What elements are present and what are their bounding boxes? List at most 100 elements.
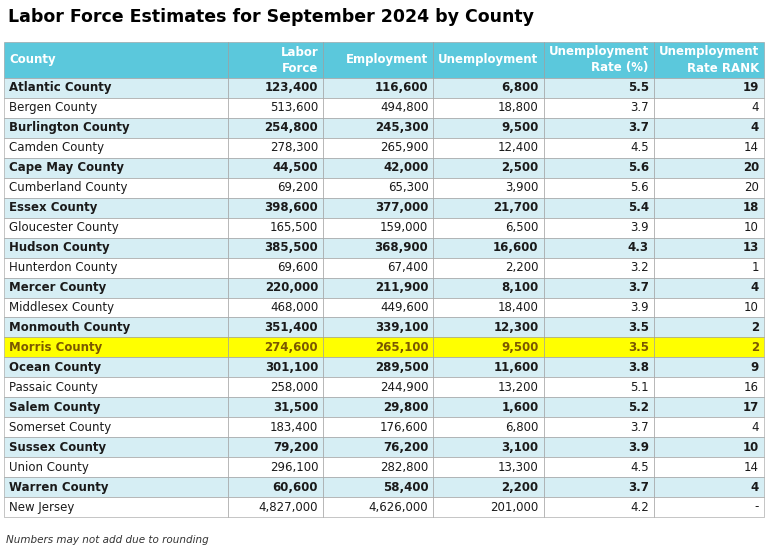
Text: 377,000: 377,000 xyxy=(375,201,429,214)
Bar xyxy=(4,138,228,158)
Bar xyxy=(544,437,654,457)
Text: 3.7: 3.7 xyxy=(628,480,649,494)
Bar xyxy=(323,437,433,457)
Bar xyxy=(4,457,228,477)
Bar xyxy=(323,317,433,338)
Text: 3,900: 3,900 xyxy=(505,181,538,194)
Text: New Jersey: New Jersey xyxy=(9,501,74,513)
Text: 18,800: 18,800 xyxy=(498,102,538,114)
Bar xyxy=(654,238,764,257)
Bar xyxy=(654,397,764,417)
Bar xyxy=(433,158,544,178)
Text: 5.6: 5.6 xyxy=(631,181,649,194)
Bar xyxy=(654,42,764,78)
Bar xyxy=(654,278,764,298)
Text: 2,200: 2,200 xyxy=(502,480,538,494)
Bar xyxy=(544,218,654,238)
Bar xyxy=(228,118,323,138)
Bar xyxy=(323,338,433,357)
Bar xyxy=(433,377,544,397)
Text: Warren County: Warren County xyxy=(9,480,108,494)
Text: 289,500: 289,500 xyxy=(375,361,429,374)
Bar xyxy=(323,138,433,158)
Text: 3.7: 3.7 xyxy=(631,421,649,434)
Bar xyxy=(228,257,323,278)
Text: Numbers may not add due to rounding: Numbers may not add due to rounding xyxy=(6,535,209,545)
Bar xyxy=(544,257,654,278)
Text: 16: 16 xyxy=(744,381,759,394)
Text: Atlantic County: Atlantic County xyxy=(9,81,111,94)
Text: Unemployment
Rate RANK: Unemployment Rate RANK xyxy=(659,46,759,75)
Text: 282,800: 282,800 xyxy=(380,461,429,474)
Text: 3,100: 3,100 xyxy=(502,441,538,453)
Text: Cumberland County: Cumberland County xyxy=(9,181,127,194)
Bar xyxy=(4,118,228,138)
Bar xyxy=(433,118,544,138)
Text: 5.4: 5.4 xyxy=(627,201,649,214)
Text: 65,300: 65,300 xyxy=(388,181,429,194)
Text: 398,600: 398,600 xyxy=(264,201,318,214)
Text: 513,600: 513,600 xyxy=(270,102,318,114)
Bar xyxy=(544,477,654,497)
Text: 12,300: 12,300 xyxy=(493,321,538,334)
Bar xyxy=(228,78,323,98)
Bar xyxy=(433,257,544,278)
Text: 2: 2 xyxy=(751,321,759,334)
Bar xyxy=(433,298,544,317)
Bar xyxy=(228,338,323,357)
Text: 6,800: 6,800 xyxy=(505,421,538,434)
Text: 16,600: 16,600 xyxy=(493,241,538,254)
Bar xyxy=(323,98,433,118)
Text: 14: 14 xyxy=(744,461,759,474)
Bar xyxy=(433,477,544,497)
Text: 1,600: 1,600 xyxy=(502,401,538,414)
Text: 4.3: 4.3 xyxy=(627,241,649,254)
Text: 6,500: 6,500 xyxy=(505,221,538,234)
Text: 4: 4 xyxy=(752,421,759,434)
Bar xyxy=(654,377,764,397)
Bar xyxy=(433,437,544,457)
Text: 159,000: 159,000 xyxy=(380,221,429,234)
Bar xyxy=(544,417,654,437)
Bar xyxy=(228,178,323,198)
Text: 3.9: 3.9 xyxy=(631,221,649,234)
Bar xyxy=(4,317,228,338)
Bar xyxy=(433,98,544,118)
Bar xyxy=(433,357,544,377)
Bar xyxy=(4,78,228,98)
Bar xyxy=(228,218,323,238)
Bar xyxy=(544,298,654,317)
Text: 58,400: 58,400 xyxy=(382,480,429,494)
Text: Union County: Union County xyxy=(9,461,89,474)
Bar xyxy=(228,457,323,477)
Text: 176,600: 176,600 xyxy=(380,421,429,434)
Bar xyxy=(323,78,433,98)
Text: 123,400: 123,400 xyxy=(265,81,318,94)
Text: 183,400: 183,400 xyxy=(270,421,318,434)
Text: 220,000: 220,000 xyxy=(265,281,318,294)
Bar xyxy=(323,377,433,397)
Bar xyxy=(433,417,544,437)
Bar xyxy=(323,278,433,298)
Text: 13: 13 xyxy=(743,241,759,254)
Bar xyxy=(4,477,228,497)
Text: 3.7: 3.7 xyxy=(628,121,649,135)
Text: 9: 9 xyxy=(751,361,759,374)
Text: 11,600: 11,600 xyxy=(493,361,538,374)
Bar xyxy=(4,178,228,198)
Text: 5.6: 5.6 xyxy=(627,161,649,174)
Text: Unemployment: Unemployment xyxy=(439,53,538,66)
Bar xyxy=(433,397,544,417)
Text: 4,626,000: 4,626,000 xyxy=(369,501,429,513)
Text: 3.5: 3.5 xyxy=(627,321,649,334)
Text: 18,400: 18,400 xyxy=(498,301,538,314)
Text: 3.9: 3.9 xyxy=(631,301,649,314)
Text: 3.9: 3.9 xyxy=(627,441,649,453)
Text: Salem County: Salem County xyxy=(9,401,101,414)
Bar xyxy=(433,238,544,257)
Text: 278,300: 278,300 xyxy=(270,141,318,154)
Bar xyxy=(323,158,433,178)
Bar xyxy=(323,457,433,477)
Bar xyxy=(4,238,228,257)
Text: 4,827,000: 4,827,000 xyxy=(259,501,318,513)
